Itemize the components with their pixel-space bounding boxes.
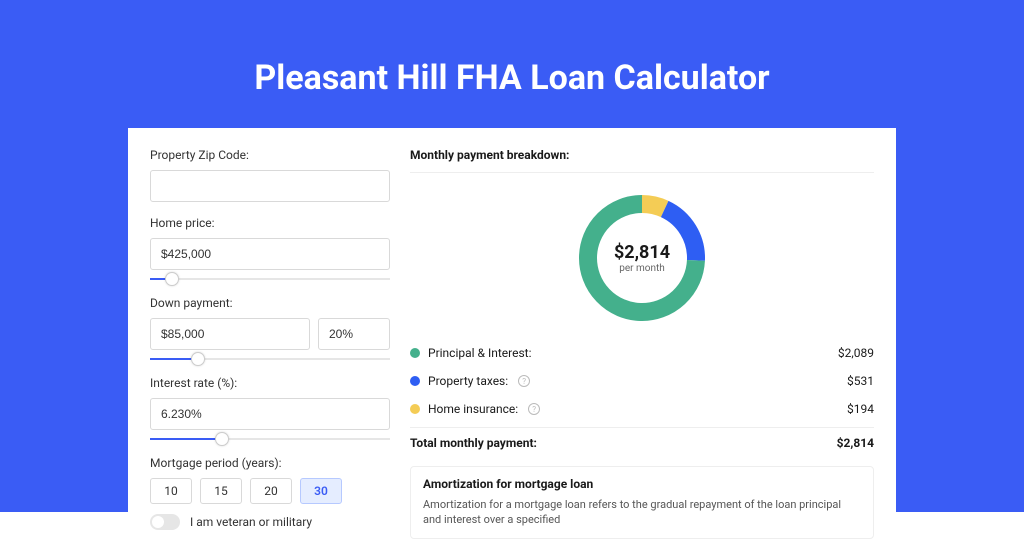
interest-rate-slider[interactable] (150, 432, 390, 446)
interest-rate-group: Interest rate (%): (150, 376, 390, 446)
period-option-20[interactable]: 20 (250, 478, 292, 504)
page-title: Pleasant Hill FHA Loan Calculator (0, 58, 1024, 98)
breakdown-label: Property taxes: (428, 374, 508, 388)
slider-fill (150, 438, 222, 440)
interest-rate-input[interactable] (150, 398, 390, 430)
breakdown-list: Principal & Interest: $2,089 Property taxe… (410, 339, 874, 423)
total-row: Total monthly payment: $2,814 (410, 427, 874, 462)
veteran-toggle-row: I am veteran or military (150, 514, 390, 530)
donut-center: $2,814 per month (579, 195, 705, 321)
veteran-label: I am veteran or military (190, 515, 312, 529)
home-price-slider[interactable] (150, 272, 390, 286)
divider (410, 172, 874, 173)
total-value: $2,814 (837, 436, 874, 450)
zip-label: Property Zip Code: (150, 148, 390, 162)
home-price-input[interactable] (150, 238, 390, 270)
zip-group: Property Zip Code: (150, 148, 390, 202)
breakdown-value: $194 (847, 402, 874, 416)
period-label: Mortgage period (years): (150, 456, 390, 470)
slider-thumb[interactable] (191, 352, 205, 366)
down-payment-amount-input[interactable] (150, 318, 310, 350)
donut-chart: $2,814 per month (579, 195, 705, 321)
home-price-label: Home price: (150, 216, 390, 230)
home-price-group: Home price: (150, 216, 390, 286)
info-icon[interactable]: ? (518, 375, 530, 387)
calculator-card: Property Zip Code: Home price: Down paym… (128, 128, 896, 539)
legend-dot (410, 404, 420, 414)
legend-dot (410, 348, 420, 358)
down-payment-label: Down payment: (150, 296, 390, 310)
donut-chart-area: $2,814 per month (410, 183, 874, 333)
period-options: 10 15 20 30 (150, 478, 390, 504)
down-payment-group: Down payment: (150, 296, 390, 366)
period-option-15[interactable]: 15 (200, 478, 242, 504)
amortization-title: Amortization for mortgage loan (423, 477, 861, 491)
zip-input[interactable] (150, 170, 390, 202)
breakdown-row: Home insurance:? $194 (410, 395, 874, 423)
toggle-knob (152, 516, 164, 528)
breakdown-row: Property taxes:? $531 (410, 367, 874, 395)
slider-thumb[interactable] (215, 432, 229, 446)
amortization-text: Amortization for a mortgage loan refers … (423, 497, 861, 528)
breakdown-title: Monthly payment breakdown: (410, 148, 874, 162)
breakdown-value: $531 (847, 374, 874, 388)
inputs-panel: Property Zip Code: Home price: Down paym… (150, 148, 390, 539)
slider-track (150, 278, 390, 280)
period-option-30[interactable]: 30 (300, 478, 342, 504)
info-icon[interactable]: ? (528, 403, 540, 415)
slider-thumb[interactable] (165, 272, 179, 286)
interest-rate-label: Interest rate (%): (150, 376, 390, 390)
veteran-toggle[interactable] (150, 514, 180, 530)
period-option-10[interactable]: 10 (150, 478, 192, 504)
down-payment-slider[interactable] (150, 352, 390, 366)
breakdown-label: Principal & Interest: (428, 346, 532, 360)
breakdown-row: Principal & Interest: $2,089 (410, 339, 874, 367)
amortization-card: Amortization for mortgage loan Amortizat… (410, 466, 874, 539)
donut-center-sub: per month (619, 263, 665, 274)
breakdown-panel: Monthly payment breakdown: $2,814 per mo… (410, 148, 874, 539)
donut-center-amount: $2,814 (614, 242, 670, 263)
period-group: Mortgage period (years): 10 15 20 30 (150, 456, 390, 504)
down-payment-percent-input[interactable] (318, 318, 390, 350)
breakdown-value: $2,089 (838, 346, 874, 360)
total-label: Total monthly payment: (410, 436, 537, 450)
breakdown-label: Home insurance: (428, 402, 518, 416)
legend-dot (410, 376, 420, 386)
